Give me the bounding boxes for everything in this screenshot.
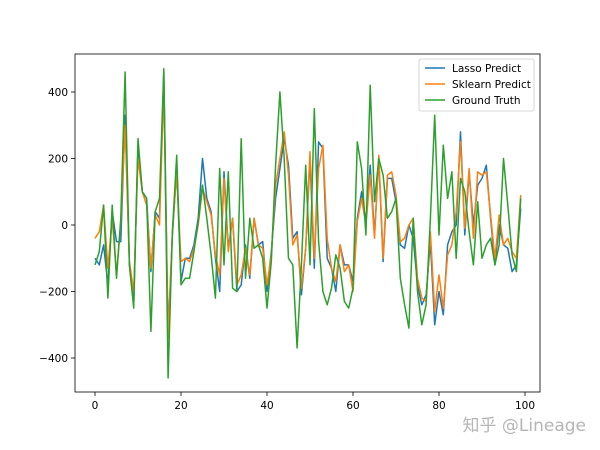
x-axis: 0 20 40 60 80 100 — [92, 392, 535, 412]
legend: Lasso Predict Sklearn Predict Ground Tru… — [418, 58, 535, 112]
legend-label-ground-truth: Ground Truth — [452, 95, 521, 107]
y-tick-label: 200 — [48, 154, 68, 166]
x-tick-label: 100 — [515, 400, 535, 412]
y-axis: −400 −200 0 200 400 — [39, 87, 75, 365]
y-tick-label: −400 — [39, 353, 68, 365]
plot-lines — [94, 67, 522, 379]
x-tick-label: 80 — [432, 400, 445, 412]
x-tick-label: 0 — [92, 400, 99, 412]
legend-box — [418, 58, 535, 112]
y-tick-label: −200 — [39, 287, 68, 299]
axes-frame — [74, 53, 541, 393]
legend-label-sklearn: Sklearn Predict — [452, 79, 531, 91]
series-line-ground-truth — [94, 67, 522, 379]
x-tick-label: 20 — [174, 400, 187, 412]
legend-label-lasso: Lasso Predict — [452, 63, 521, 75]
watermark: 知乎 @Lineage — [462, 416, 587, 436]
y-tick-label: 0 — [61, 220, 68, 232]
x-tick-label: 40 — [260, 400, 273, 412]
y-tick-label: 400 — [48, 87, 68, 99]
x-tick-label: 60 — [346, 400, 359, 412]
